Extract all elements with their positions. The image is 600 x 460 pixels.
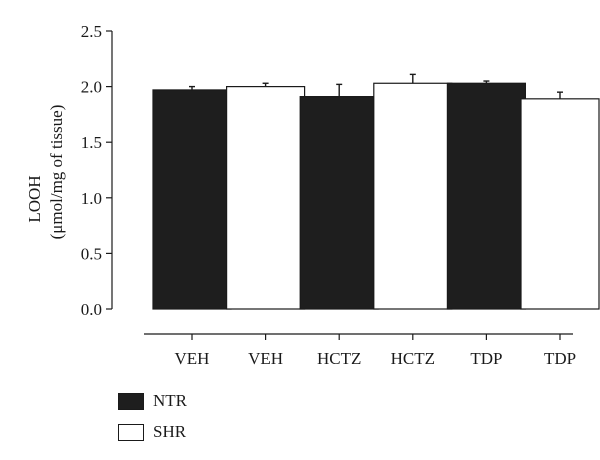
bars-group: [152, 73, 600, 310]
y-tick-label: 2.0: [81, 78, 102, 97]
legend-item-ntr: NTR: [118, 390, 187, 412]
y-tick-label: 1.0: [81, 189, 102, 208]
legend-swatch-ntr: [118, 392, 144, 410]
bar-veh-ntr: [152, 89, 232, 310]
x-tick-label: VEH: [175, 349, 210, 368]
x-tick-label: TDP: [544, 349, 576, 368]
y-tick-label: 1.5: [81, 133, 102, 152]
x-tick-label: HCTZ: [317, 349, 361, 368]
bar-hctz-shr: [373, 82, 453, 310]
legend: NTR SHR: [118, 390, 187, 452]
x-tick-label: VEH: [248, 349, 283, 368]
y-axis-subtitle: (μmol/mg of tissue): [47, 105, 66, 240]
x-tick-label: HCTZ: [391, 349, 435, 368]
x-tick-label: TDP: [470, 349, 502, 368]
bar-tdp-ntr: [446, 82, 526, 310]
bar-hctz-ntr: [299, 96, 379, 310]
y-tick-label: 0.0: [81, 300, 102, 319]
bar-tdp-shr: [520, 98, 600, 310]
legend-label-ntr: NTR: [153, 391, 187, 410]
x-axis: VEH VEH HCTZ HCTZ TDP TDP: [144, 333, 576, 368]
legend-item-shr: SHR: [118, 421, 187, 443]
bar-veh-shr: [226, 85, 306, 310]
y-tick-label: 0.5: [81, 244, 102, 263]
y-axis: 0.0 0.5 1.0 1.5 2.0 2.5: [81, 22, 113, 319]
legend-swatch-shr: [118, 423, 144, 441]
legend-label-shr: SHR: [153, 422, 187, 441]
y-tick-label: 2.5: [81, 22, 102, 41]
y-axis-title: LOOH: [25, 175, 44, 222]
